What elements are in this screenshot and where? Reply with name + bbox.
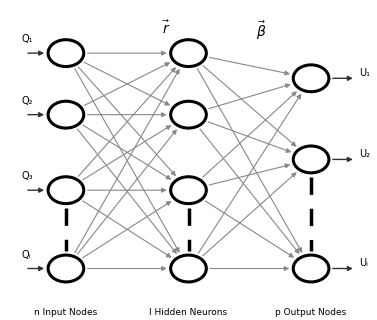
Circle shape bbox=[171, 177, 206, 204]
Text: n Input Nodes: n Input Nodes bbox=[34, 308, 98, 317]
Text: Uᵢ: Uᵢ bbox=[359, 258, 368, 268]
Text: $\vec{\beta}$: $\vec{\beta}$ bbox=[256, 20, 266, 42]
Circle shape bbox=[171, 255, 206, 282]
Circle shape bbox=[48, 40, 84, 67]
Circle shape bbox=[48, 255, 84, 282]
Circle shape bbox=[293, 146, 329, 173]
Text: Q₃: Q₃ bbox=[21, 171, 33, 181]
Text: Qᵢ: Qᵢ bbox=[21, 250, 31, 260]
Circle shape bbox=[48, 101, 84, 128]
Circle shape bbox=[171, 40, 206, 67]
Circle shape bbox=[171, 101, 206, 128]
Circle shape bbox=[293, 255, 329, 282]
Text: Q₂: Q₂ bbox=[21, 96, 33, 106]
Text: l Hidden Neurons: l Hidden Neurons bbox=[149, 308, 228, 317]
Text: p Output Nodes: p Output Nodes bbox=[276, 308, 347, 317]
Text: $\vec{r}$: $\vec{r}$ bbox=[162, 20, 170, 37]
Text: U₁: U₁ bbox=[359, 68, 370, 78]
Circle shape bbox=[293, 65, 329, 92]
Text: U₂: U₂ bbox=[359, 149, 370, 159]
Text: Q₁: Q₁ bbox=[21, 34, 33, 44]
Circle shape bbox=[48, 177, 84, 204]
